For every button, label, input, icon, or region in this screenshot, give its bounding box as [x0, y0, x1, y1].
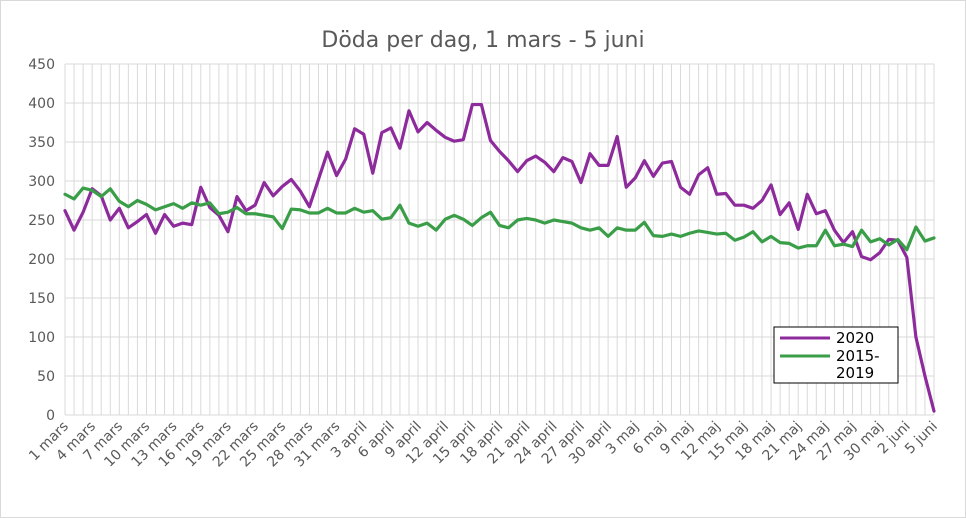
y-tick-label: 200 [28, 252, 55, 268]
y-tick-label: 100 [28, 330, 55, 346]
series-line-2015-2019 [63, 186, 936, 252]
y-axis-ticks: 0 50 100 150 200 250 300 350 400 450 [28, 57, 55, 424]
legend-label-2020: 2020 [836, 329, 874, 347]
y-tick-label: 350 [28, 135, 55, 151]
legend-label-2015-2019-line1: 2015- [836, 347, 880, 365]
y-tick-label: 150 [28, 291, 55, 307]
y-tick-label: 50 [37, 369, 55, 385]
y-tick-label: 250 [28, 213, 55, 229]
y-tick-label: 0 [46, 408, 55, 424]
y-tick-label: 450 [28, 57, 55, 73]
series-line-2020 [63, 102, 936, 413]
legend: 2020 2015- 2019 [773, 326, 899, 384]
y-tick-label: 400 [28, 96, 55, 112]
legend-label-2015-2019-line2: 2019 [836, 364, 874, 382]
series-lines [63, 102, 936, 413]
y-tick-label: 300 [28, 174, 55, 190]
chart-title: Döda per dag, 1 mars - 5 juni [321, 28, 644, 53]
